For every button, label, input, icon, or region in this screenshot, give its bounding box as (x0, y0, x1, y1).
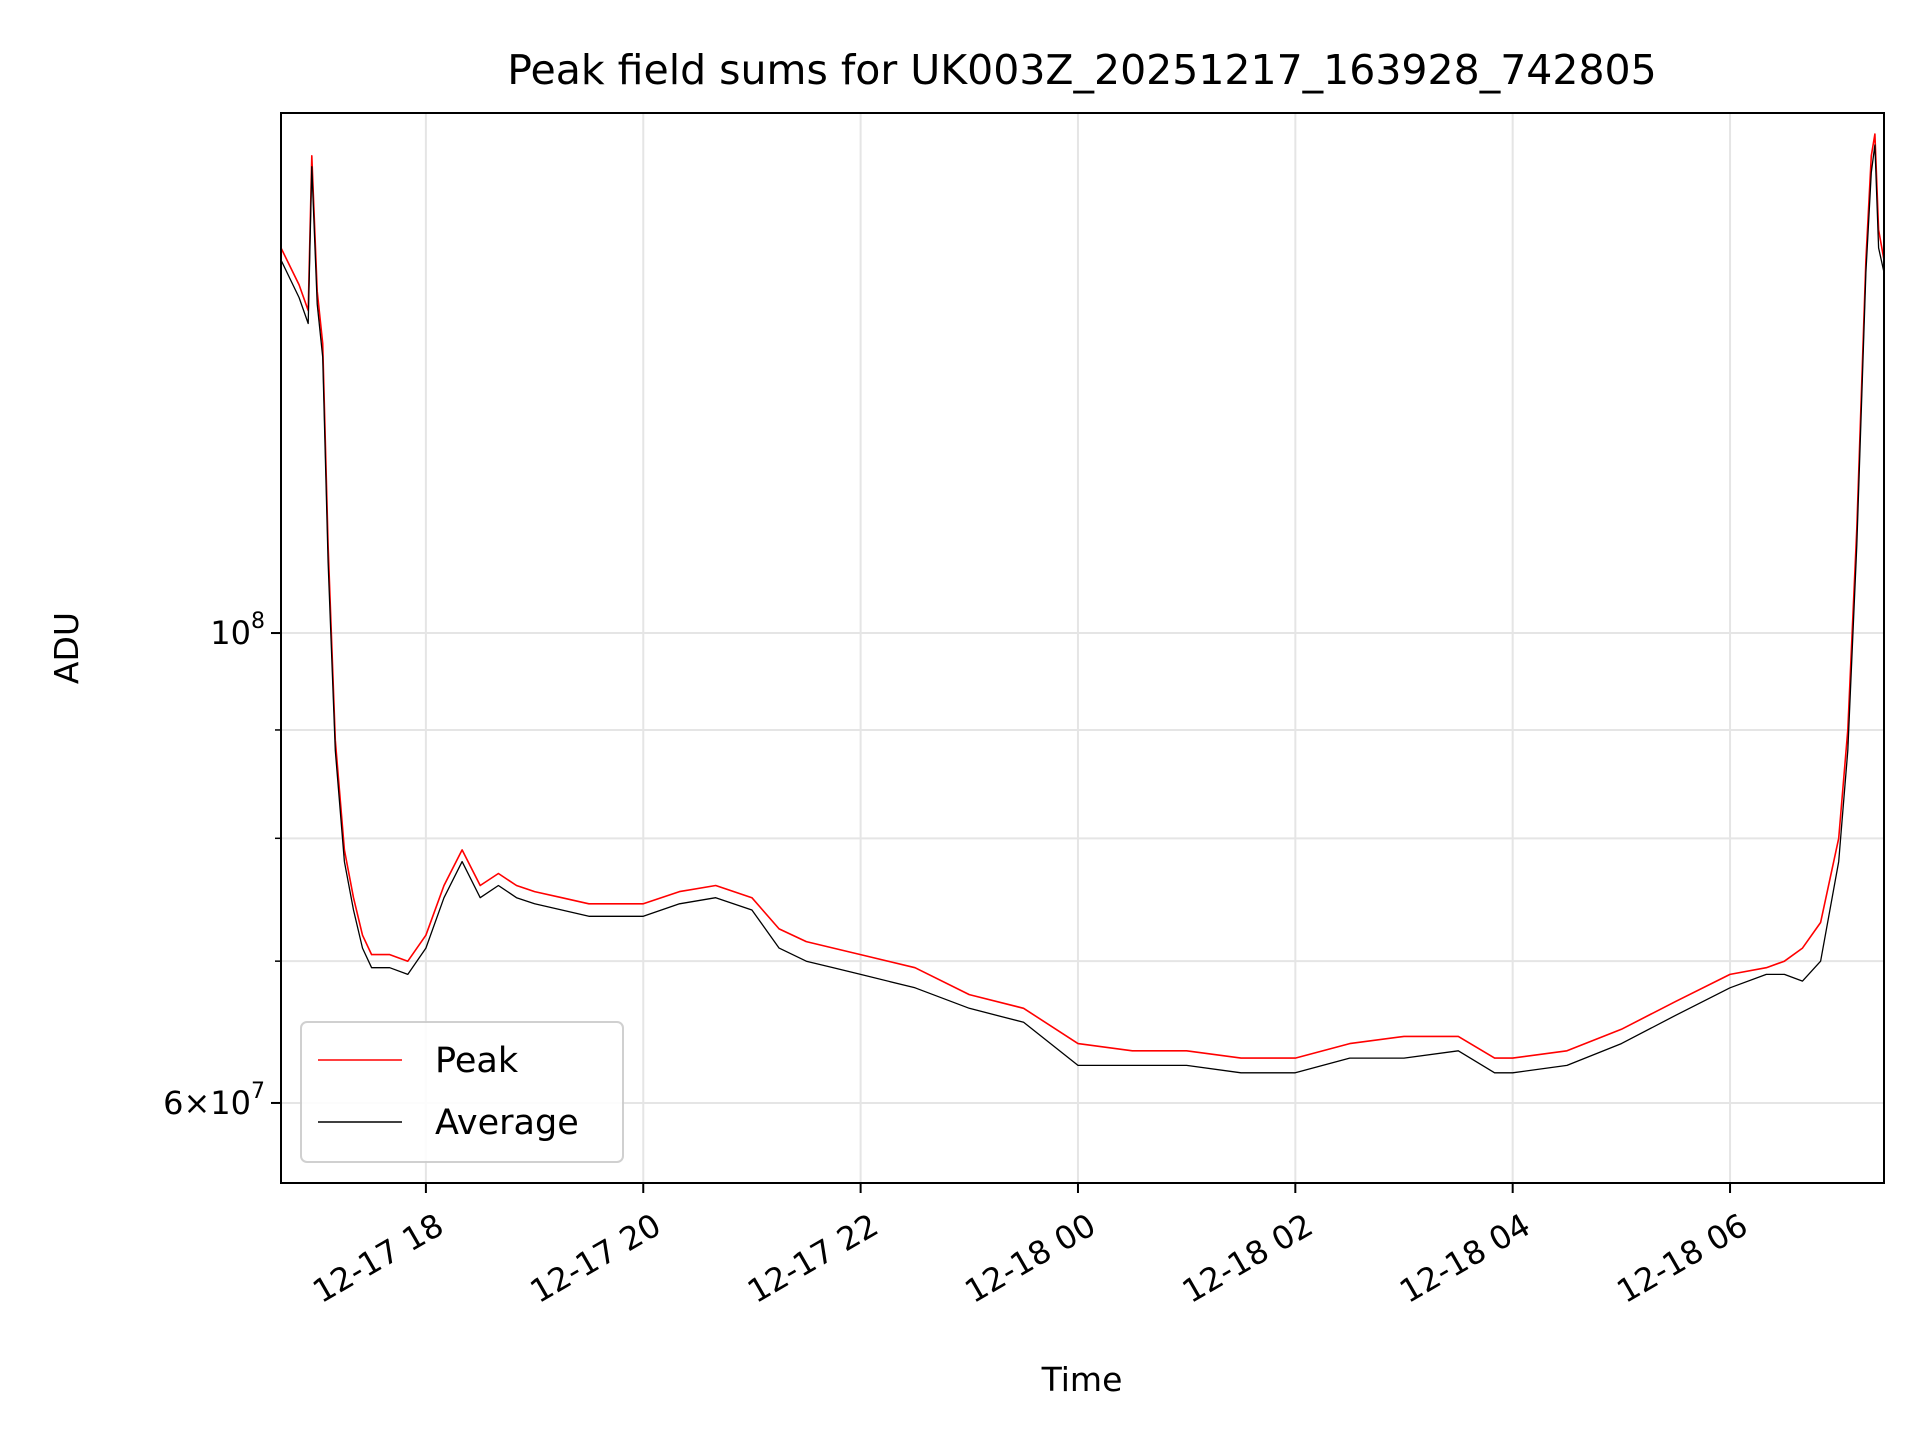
y-tick-label: 6×107 (163, 1079, 265, 1122)
y-tick-base: 6×10 (163, 1084, 251, 1122)
series-layer (281, 133, 1884, 1074)
y-tick-label: 108 (210, 609, 265, 652)
y-tick-base: 10 (210, 614, 251, 652)
y-tick-exponent: 7 (251, 1079, 265, 1104)
chart-title: Peak field sums for UK003Z_20251217_1639… (507, 46, 1656, 94)
y-tick-exponent: 8 (251, 609, 265, 634)
plot-frame (280, 112, 1885, 1184)
legend-label-peak: Peak (435, 1041, 519, 1081)
legend-label-average: Average (435, 1103, 579, 1143)
x-axis-label: Time (1041, 1360, 1123, 1399)
y-axis-label: ADU (47, 612, 86, 684)
y-axis: 6×107 108 (163, 609, 281, 1122)
series-line-peak (281, 133, 1884, 1059)
legend-box (300, 1021, 624, 1163)
series-line-average (281, 144, 1884, 1074)
legend: Peak Average (300, 1021, 624, 1163)
